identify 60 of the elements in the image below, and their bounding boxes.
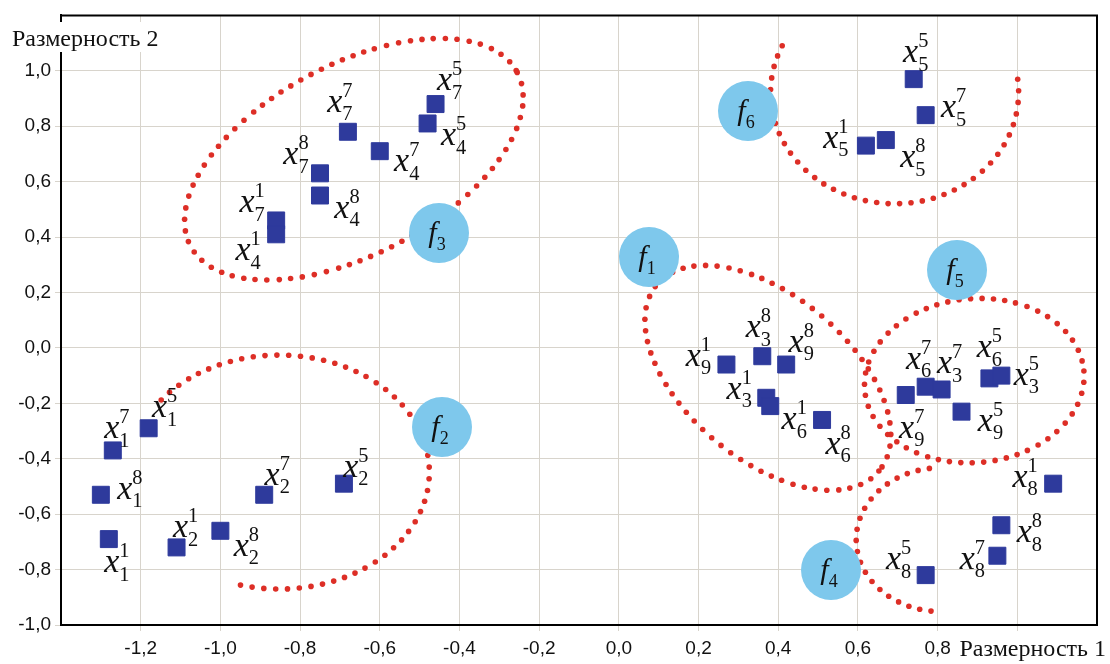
- x-tick-label: -0,4: [443, 636, 477, 658]
- x-tick-label: -0,6: [363, 636, 397, 658]
- point: [167, 538, 186, 557]
- point: [311, 164, 329, 183]
- point: [139, 419, 158, 438]
- point: [916, 566, 935, 585]
- point: [988, 546, 1007, 565]
- annotation: f$_{5}$: [946, 252, 964, 291]
- x-tick-label: -1,0: [204, 636, 237, 658]
- annotation: f$_{3}$: [428, 215, 446, 254]
- point: [370, 142, 389, 161]
- y-tick-label: -0,6: [18, 502, 51, 524]
- point: [904, 70, 923, 89]
- point: [91, 485, 110, 504]
- point: [761, 397, 780, 416]
- annotation: f$_{4}$: [820, 552, 838, 591]
- y-axis-title: Размерность 2: [12, 25, 159, 51]
- point: [717, 355, 736, 374]
- point: [753, 347, 772, 366]
- annotation: f$_{6}$: [737, 93, 755, 132]
- annotation: f$_{2}$: [431, 409, 449, 448]
- point: [426, 95, 445, 114]
- x-tick-label: 0,6: [844, 636, 872, 658]
- y-tick-label: 0,0: [24, 336, 51, 358]
- point: [856, 136, 875, 155]
- y-tick-label: 0,8: [24, 114, 51, 136]
- point: [992, 516, 1011, 535]
- x-tick-label: 0,0: [605, 636, 633, 658]
- point: [916, 106, 935, 125]
- x-axis-title: Размерность 1: [959, 635, 1106, 661]
- point: [99, 530, 118, 549]
- point: [255, 485, 274, 504]
- y-tick-label: 1,0: [24, 59, 51, 81]
- y-tick-label: 0,2: [24, 280, 51, 302]
- y-tick-label: -0,2: [18, 391, 51, 413]
- y-tick-label: 0,4: [24, 225, 52, 247]
- point: [876, 131, 895, 150]
- y-tick-label: -0,4: [18, 446, 52, 468]
- point: [777, 355, 796, 374]
- point: [813, 410, 832, 429]
- point: [338, 122, 357, 141]
- y-tick-label: -0,8: [18, 557, 51, 579]
- point: [311, 186, 329, 205]
- point: [418, 114, 437, 133]
- point: [896, 386, 915, 404]
- x-tick-label: 0,8: [924, 636, 951, 658]
- y-tick-label: 0,6: [24, 169, 51, 191]
- point: [211, 521, 230, 540]
- x-tick-label: -0,2: [522, 636, 556, 658]
- x-tick-label: -1,2: [124, 636, 158, 658]
- point: [932, 380, 951, 399]
- point: [1044, 474, 1063, 493]
- x-tick-label: 0,2: [685, 636, 712, 658]
- y-tick-label: -1,0: [18, 613, 51, 635]
- point: [952, 402, 971, 421]
- point: [992, 366, 1011, 385]
- x-tick-label: -0,8: [283, 636, 317, 658]
- annotation: f$_{1}$: [638, 239, 656, 278]
- x-tick-label: 0,4: [765, 636, 792, 658]
- point: [267, 225, 286, 244]
